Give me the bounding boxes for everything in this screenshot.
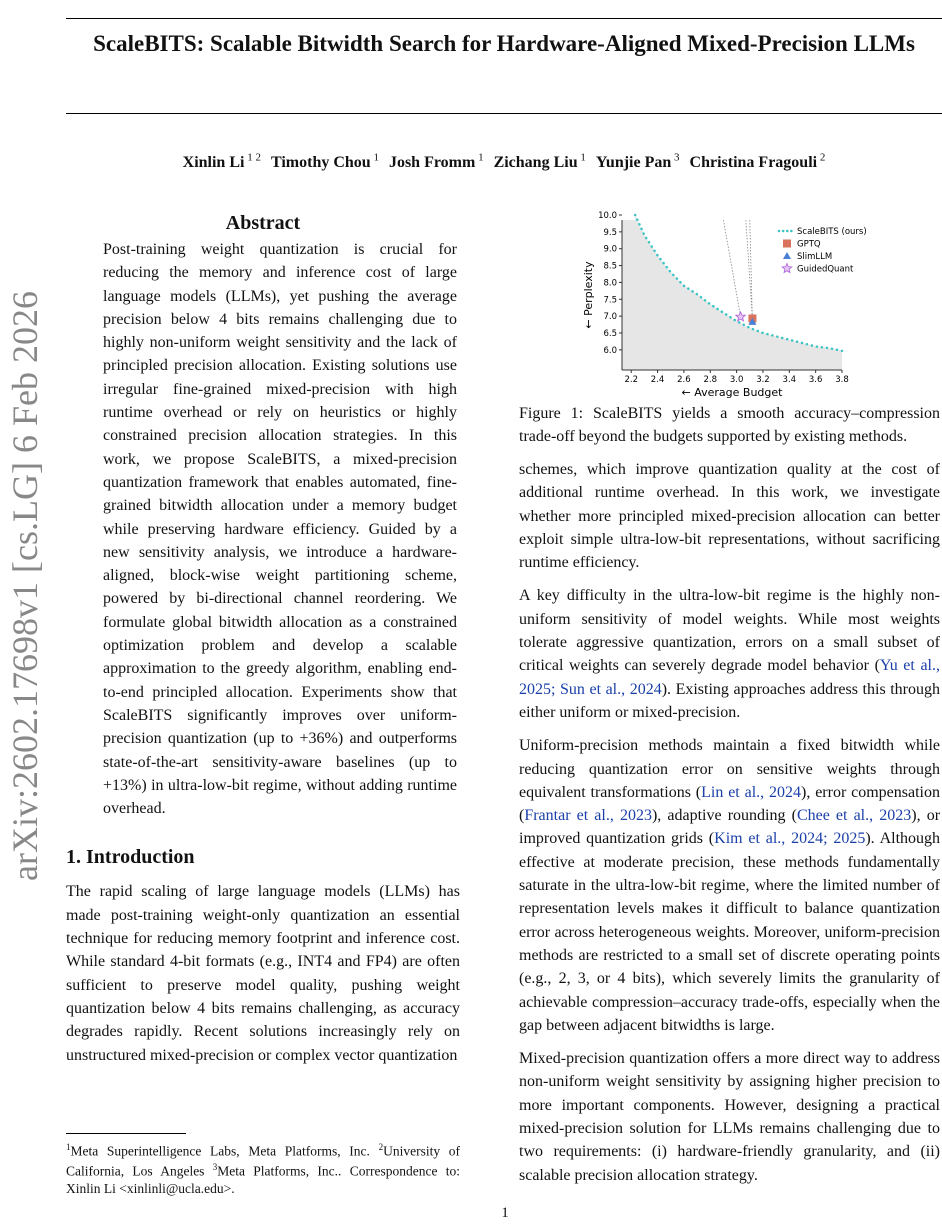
- scalebits-line: [633, 213, 844, 353]
- x-tick-label: 2.6: [677, 375, 691, 385]
- author: Zichang Liu 1: [493, 152, 586, 172]
- abstract-text: Post-training weight quantization is cru…: [103, 241, 457, 818]
- x-tick-label: 2.8: [703, 375, 717, 385]
- author-name: Christina Fragouli: [689, 154, 818, 172]
- legend-label: SlimLLM: [797, 252, 832, 262]
- footnote: 1Meta Superintelligence Labs, Meta Platf…: [66, 1139, 460, 1197]
- x-tick-label: 3.6: [809, 375, 823, 385]
- text: ), error compensation (: [519, 783, 940, 825]
- arxiv-stamp: arXiv:2602.17698v1 [cs.LG] 6 Feb 2026: [5, 291, 45, 881]
- text: ). Although effective at moderate precis…: [519, 830, 941, 1034]
- y-tick-label: 7.0: [603, 312, 617, 322]
- text: ), adaptive rounding (: [651, 807, 797, 825]
- y-tick-label: 8.5: [603, 262, 617, 272]
- author-affiliation: 1 2: [244, 152, 261, 164]
- x-tick-label: 3.4: [783, 375, 797, 385]
- y-tick-label: 8.0: [603, 278, 617, 288]
- citation-link[interactable]: Yu et al., 2025; Sun et al., 2024: [519, 657, 941, 698]
- legend-marker: [783, 252, 791, 259]
- abstract-heading: Abstract: [225, 212, 301, 234]
- y-tick-label: 6.5: [603, 329, 617, 339]
- citation-link[interactable]: Kim et al., 2024; 2025: [714, 830, 866, 848]
- author: Yunjie Pan 3: [595, 152, 680, 172]
- intro-text: The rapid scaling of large language mode…: [66, 883, 460, 1064]
- fn-text: Meta Superintelligence Labs, Meta Platfo…: [70, 1143, 379, 1159]
- author-name: Xinlin Li: [182, 154, 245, 172]
- y-tick-label: 10.0: [598, 211, 617, 221]
- y-tick-label: 9.0: [603, 245, 617, 255]
- paragraph: Mixed-precision quantization offers a mo…: [519, 1050, 940, 1184]
- citation-link[interactable]: Frantar et al., 2023: [524, 807, 652, 825]
- fn-text: Meta Platforms, Inc.. Correspondence to:…: [66, 1163, 460, 1196]
- author-name: Yunjie Pan: [595, 154, 672, 172]
- figure-1-chart: 2.2 2.4 2.6 2.8 3.0 3.2 3.4 3.6 3.8 6.0 6.5 7.0 7.5 8…: [582, 211, 867, 399]
- author: Xinlin Li 1 2: [182, 152, 261, 172]
- y-tick-label: 7.5: [603, 295, 617, 305]
- intro-heading: 1. Introduction: [66, 846, 195, 869]
- citation-link[interactable]: Chee et al., 2023: [796, 807, 912, 825]
- page-number: 1: [501, 1204, 509, 1221]
- citation-link[interactable]: Lin et al., 2024: [701, 783, 801, 801]
- legend-marker: [783, 239, 791, 248]
- guide-line: [723, 219, 741, 317]
- slimllm-point: [748, 317, 757, 325]
- y-tick-label: 9.5: [603, 228, 617, 238]
- fn-mark: 3: [212, 1162, 218, 1173]
- y-axis-label: ← Perplexity: [582, 261, 595, 329]
- top-rule: [66, 18, 942, 19]
- right-column-text: schemes, which improve quantization qual…: [519, 458, 940, 1197]
- legend-label: ScaleBITS (ours): [797, 227, 867, 237]
- author-affiliation: 2: [817, 152, 826, 164]
- legend-marker: [781, 262, 793, 274]
- figure-caption: Figure 1: ScaleBITS yields a smooth accu…: [519, 405, 940, 445]
- legend-label: GuidedQuant: [797, 265, 854, 275]
- text: Uniform-precision methods maintain a fix…: [519, 737, 940, 801]
- x-tick-label: 3.0: [730, 375, 744, 385]
- author-affiliation: 1: [475, 152, 484, 164]
- x-axis-label: ← Average Budget: [682, 386, 784, 399]
- paragraph: schemes, which improve quantization qual…: [519, 461, 940, 572]
- text: ). Existing approaches address this thro…: [519, 680, 940, 721]
- fn-text: University of California, Los Angeles: [66, 1143, 460, 1179]
- guide-line: [749, 219, 753, 322]
- author-name: Josh Fromm: [388, 154, 476, 172]
- author-name: Timothy Chou: [270, 154, 371, 172]
- x-tick-label: 3.2: [756, 375, 770, 385]
- author: Timothy Chou 1: [270, 152, 379, 172]
- guide-line: [745, 219, 753, 319]
- footnote-rule: [66, 1132, 186, 1134]
- guidedquant-point: [734, 310, 747, 322]
- fn-mark: 2: [378, 1141, 384, 1152]
- paragraph: Uniform-precision methods maintain a fix…: [519, 734, 940, 1037]
- text: ), or improved quantization grids (: [519, 807, 941, 848]
- title-rule: [66, 113, 942, 114]
- author: Christina Fragouli 2: [689, 152, 826, 172]
- author-affiliation: 1: [577, 152, 586, 164]
- text: A key difficulty in the ultra-low-bit re…: [519, 587, 940, 675]
- legend-label: GPTQ: [797, 240, 821, 250]
- two-column-body: Abstract Post-training weight quantizati…: [66, 0, 940, 1197]
- author-affiliation: 1: [370, 152, 379, 164]
- x-tick-label: 3.8: [835, 375, 849, 385]
- right-column: 2.2 2.4 2.6 2.8 3.0 3.2 3.4 3.6 3.8 6.0 6.5 7.0 7.5 8…: [519, 210, 940, 1197]
- x-tick-label: 2.2: [624, 375, 638, 385]
- y-tick-label: 6.0: [603, 346, 617, 356]
- x-tick-label: 2.4: [651, 375, 665, 385]
- left-column: Abstract Post-training weight quantizati…: [66, 210, 460, 1197]
- author-affiliation: 3: [671, 152, 680, 164]
- paragraph: A key difficulty in the ultra-low-bit re…: [519, 584, 940, 724]
- area-fill: [622, 215, 842, 370]
- fn-mark: 1: [66, 1141, 71, 1152]
- paper-title: ScaleBITS: Scalable Bitwidth Search for …: [93, 31, 915, 56]
- footnote-block: 1Meta Superintelligence Labs, Meta Platf…: [66, 1121, 460, 1197]
- author-name: Zichang Liu: [493, 154, 578, 172]
- author: Josh Fromm 1: [388, 152, 484, 172]
